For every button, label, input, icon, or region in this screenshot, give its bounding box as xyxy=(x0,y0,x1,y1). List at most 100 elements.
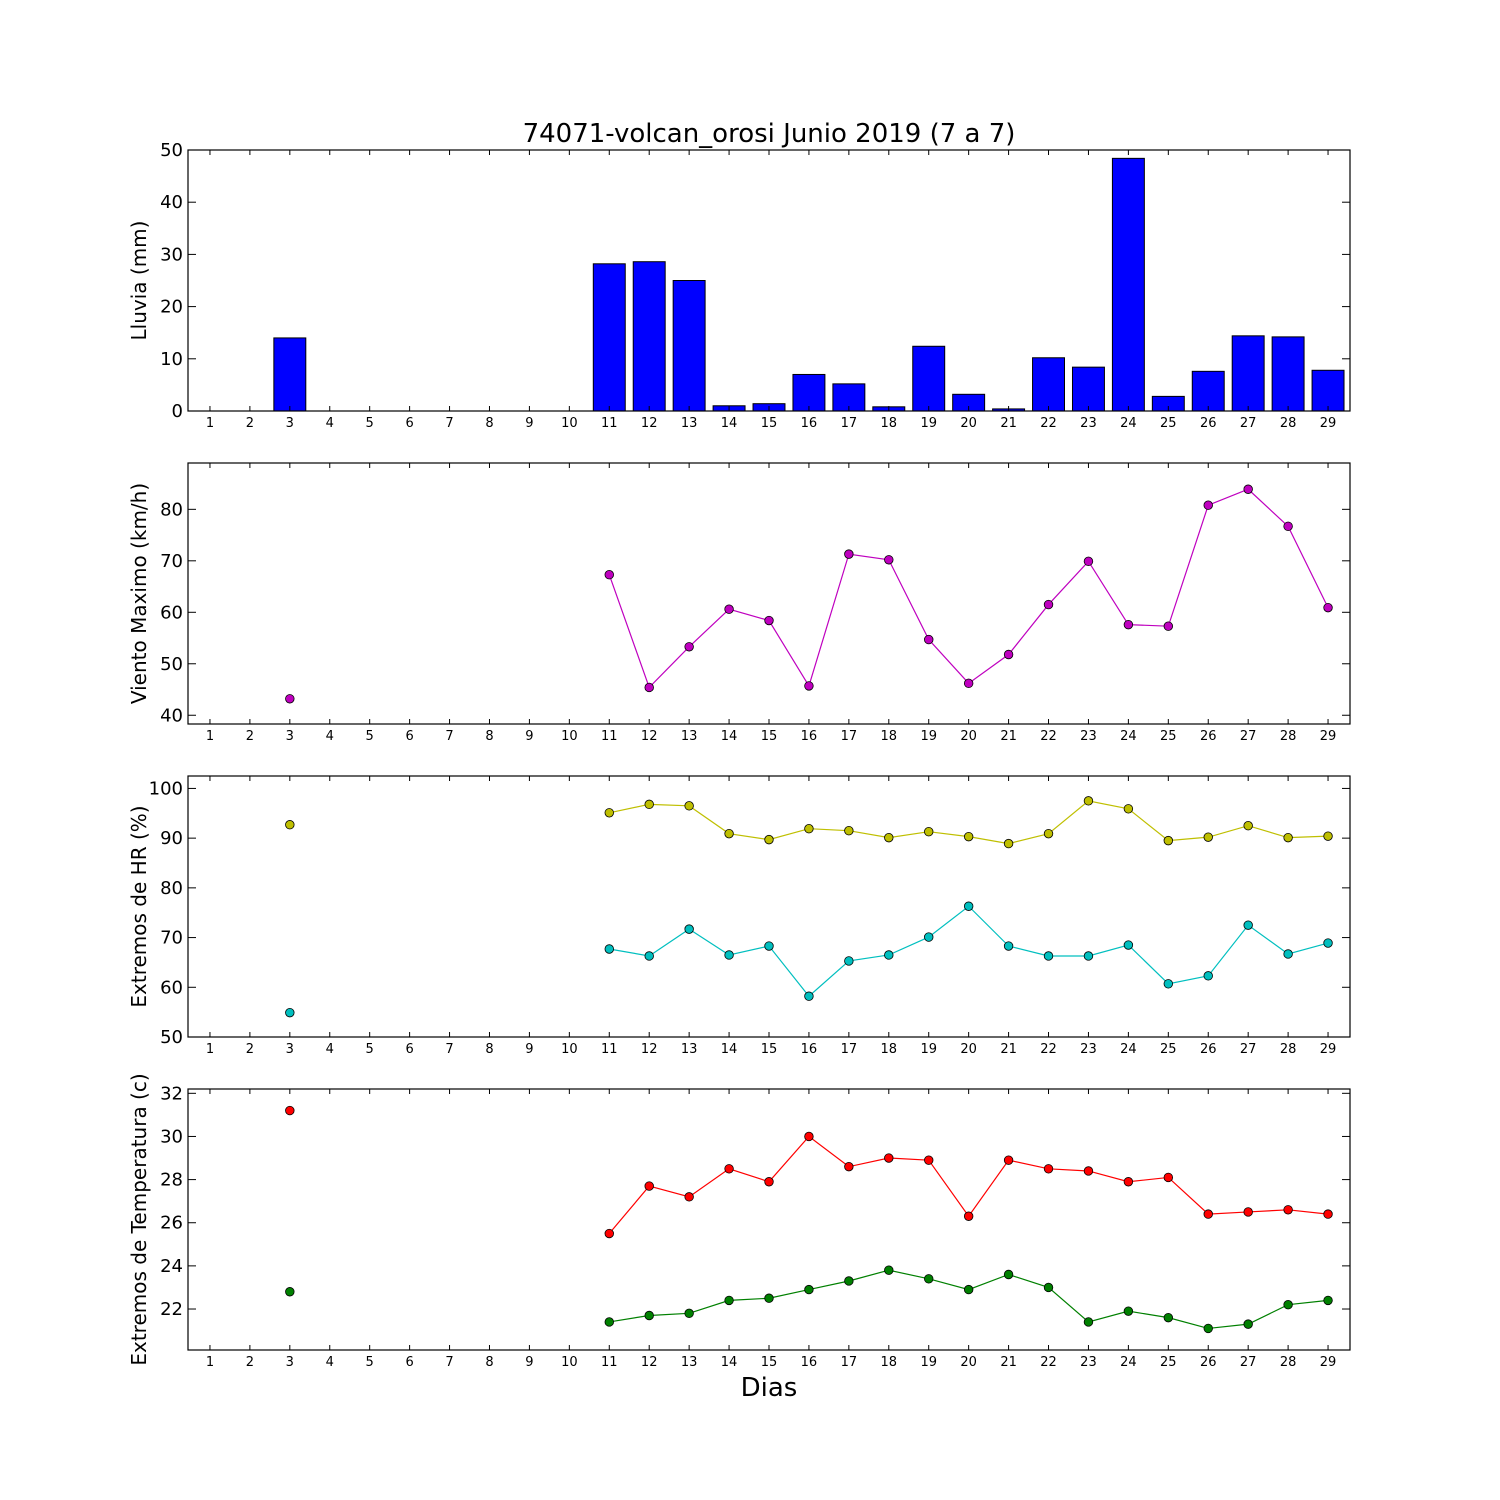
point-series-1-day-22 xyxy=(1043,828,1054,839)
axes-frame xyxy=(187,775,1351,1038)
x-tick-label: 2 xyxy=(246,1042,254,1057)
point-series-1-day-24 xyxy=(1123,804,1134,814)
x-tick-label: 4 xyxy=(326,729,334,744)
x-tick-label: 12 xyxy=(641,1042,658,1057)
x-tick-label: 20 xyxy=(960,416,977,431)
x-tick-label: 15 xyxy=(761,729,778,744)
point-series-1-day-25 xyxy=(1163,835,1174,846)
point-series-1-day-3 xyxy=(285,694,295,704)
x-tick-label: 25 xyxy=(1160,416,1177,431)
x-tick-label: 3 xyxy=(286,416,294,431)
bar-day-26 xyxy=(1191,370,1225,412)
y-tick-label: 50 xyxy=(160,1027,183,1048)
point-series-2-day-22 xyxy=(1043,1282,1054,1293)
x-tick-label: 21 xyxy=(1000,1355,1017,1370)
x-tick-label: 10 xyxy=(561,1042,578,1057)
x-tick-label: 7 xyxy=(445,729,453,744)
x-tick-label: 29 xyxy=(1320,1355,1337,1370)
x-tick-label: 19 xyxy=(920,729,937,744)
point-series-1-day-24 xyxy=(1123,619,1134,630)
point-series-1-day-15 xyxy=(764,615,774,626)
x-tick-label: 27 xyxy=(1240,1355,1257,1370)
x-tick-label: 29 xyxy=(1320,1042,1337,1057)
y-tick-label: 60 xyxy=(160,602,183,623)
x-tick-label: 4 xyxy=(326,416,334,431)
x-tick-label: 5 xyxy=(366,1042,374,1057)
point-series-1-day-12 xyxy=(644,799,654,810)
bar-day-11 xyxy=(592,263,626,412)
x-tick-label: 6 xyxy=(405,729,413,744)
point-series-2-day-18 xyxy=(884,950,894,960)
point-series-2-day-18 xyxy=(884,1265,894,1275)
x-tick-label: 17 xyxy=(841,1355,858,1370)
x-tick-label: 18 xyxy=(881,416,898,431)
bar-day-28 xyxy=(1271,336,1305,412)
bar-day-19 xyxy=(912,345,946,412)
x-tick-label: 1 xyxy=(206,729,214,744)
point-series-2-day-20 xyxy=(963,901,974,911)
point-series-1-day-21 xyxy=(1003,649,1014,660)
x-tick-label: 22 xyxy=(1040,416,1057,431)
x-tick-label: 18 xyxy=(881,729,898,744)
point-series-1-day-17 xyxy=(844,825,854,836)
x-tick-label: 21 xyxy=(1000,729,1017,744)
point-series-2-day-13 xyxy=(684,1308,694,1319)
y-tick-label: 20 xyxy=(160,297,183,318)
x-tick-label: 20 xyxy=(960,1042,977,1057)
point-series-2-day-19 xyxy=(924,932,934,942)
x-tick-label: 28 xyxy=(1280,1355,1297,1370)
y-axis-label: Lluvia (mm) xyxy=(127,221,151,341)
bar-day-16 xyxy=(792,373,826,412)
point-series-1-day-16 xyxy=(804,1131,814,1142)
x-tick-label: 19 xyxy=(920,416,937,431)
series-2-line xyxy=(609,1269,1329,1330)
x-tick-label: 21 xyxy=(1000,1042,1017,1057)
x-tick-label: 2 xyxy=(246,1355,254,1370)
x-tick-label: 16 xyxy=(801,729,818,744)
y-tick-label: 80 xyxy=(160,499,183,520)
y-tick-label: 90 xyxy=(160,828,183,849)
point-series-2-day-22 xyxy=(1043,951,1054,961)
x-tick-label: 6 xyxy=(405,1355,413,1370)
point-series-1-day-22 xyxy=(1043,599,1054,610)
axes-frame xyxy=(187,149,1351,412)
point-series-1-day-23 xyxy=(1083,1166,1094,1176)
panel-4: 1 2 3 4 5 6 7 8 9 10 11 12 13 14 15 16 17 18 19 20 21 22 23 24 2… xyxy=(127,1073,1351,1370)
x-tick-label: 25 xyxy=(1160,729,1177,744)
point-series-1-day-21 xyxy=(1003,838,1014,849)
y-tick-label: 10 xyxy=(160,349,183,370)
x-tick-label: 23 xyxy=(1080,416,1097,431)
bar-day-29 xyxy=(1311,369,1345,412)
x-tick-label: 14 xyxy=(721,416,738,431)
x-tick-label: 28 xyxy=(1280,729,1297,744)
bar-day-24 xyxy=(1111,157,1145,412)
x-tick-label: 16 xyxy=(801,416,818,431)
x-tick-label: 18 xyxy=(881,1042,898,1057)
x-tick-label: 1 xyxy=(206,416,214,431)
x-tick-label: 9 xyxy=(525,416,533,431)
bar-day-3 xyxy=(273,337,307,412)
x-tick-label: 8 xyxy=(485,729,493,744)
x-tick-label: 15 xyxy=(761,1355,778,1370)
x-tick-label: 7 xyxy=(445,1355,453,1370)
x-tick-label: 20 xyxy=(960,1355,977,1370)
x-tick-label: 21 xyxy=(1000,416,1017,431)
axes-frame xyxy=(187,1088,1351,1351)
point-series-1-day-12 xyxy=(644,1181,654,1191)
x-tick-label: 16 xyxy=(801,1042,818,1057)
x-tick-label: 22 xyxy=(1040,729,1057,744)
x-tick-label: 28 xyxy=(1280,416,1297,431)
x-tick-label: 29 xyxy=(1320,416,1337,431)
point-series-1-day-16 xyxy=(804,681,814,691)
bar-day-22 xyxy=(1032,357,1066,412)
point-series-1-day-19 xyxy=(924,1155,934,1165)
point-series-1-day-23 xyxy=(1083,556,1094,567)
x-tick-label: 13 xyxy=(681,416,698,431)
y-tick-label: 70 xyxy=(160,551,183,572)
x-tick-label: 9 xyxy=(525,1355,533,1370)
x-tick-label: 11 xyxy=(601,1355,618,1370)
point-series-1-day-3 xyxy=(285,820,295,830)
y-tick-label: 50 xyxy=(160,140,183,161)
point-series-1-day-28 xyxy=(1283,521,1293,532)
point-series-2-day-13 xyxy=(684,924,694,934)
